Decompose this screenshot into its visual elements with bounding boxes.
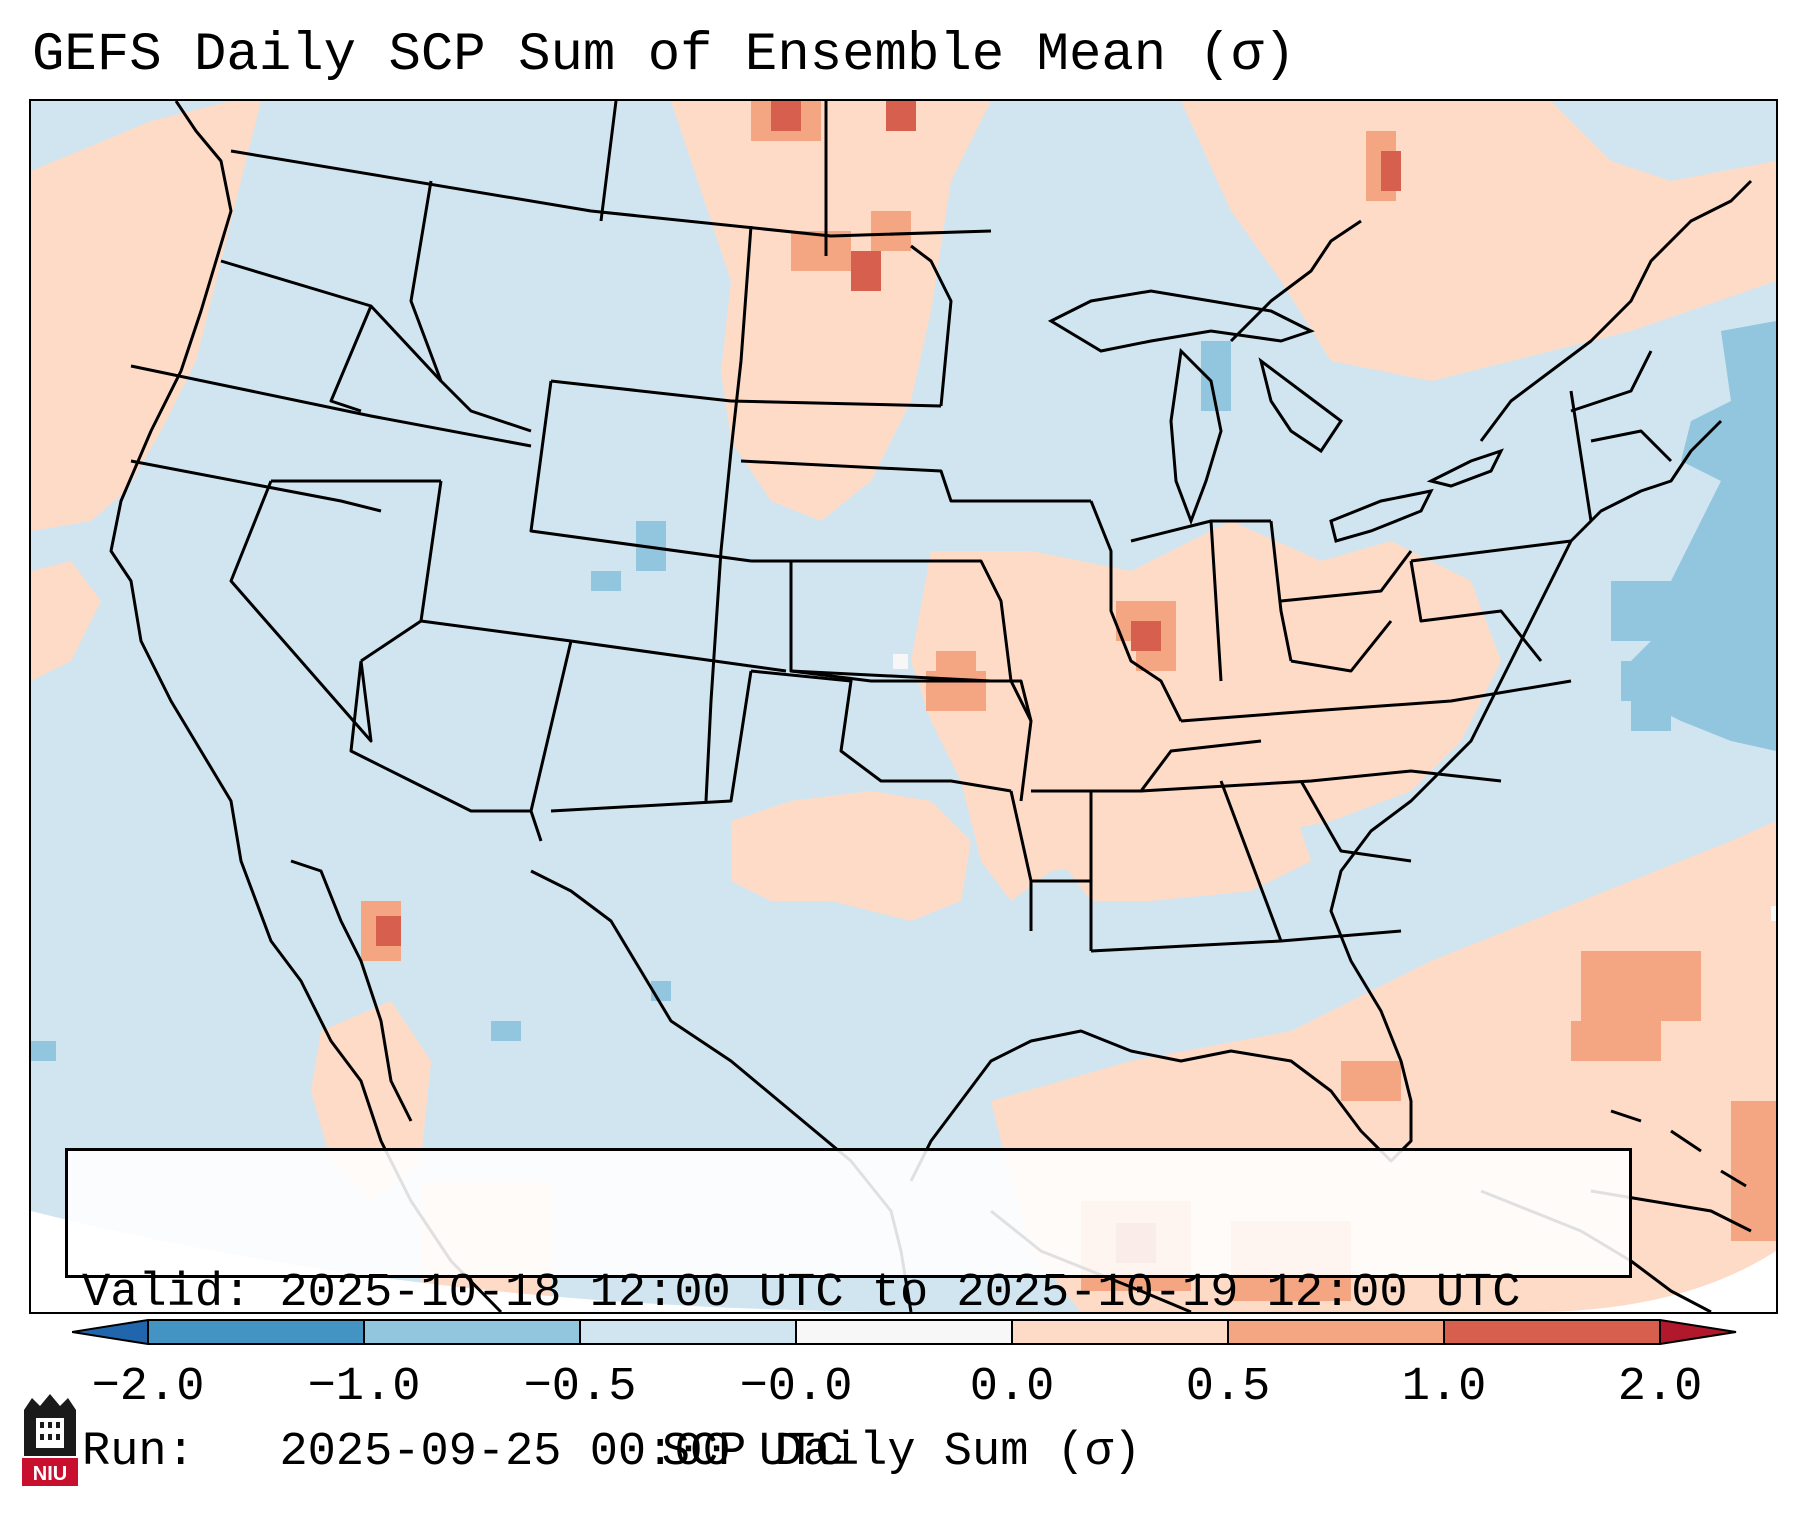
chart-title: GEFS Daily SCP Sum of Ensemble Mean (σ) — [32, 25, 1296, 86]
colorbar-bin — [580, 1320, 796, 1344]
colorbar-bin — [364, 1320, 580, 1344]
map-canvas — [31, 101, 1776, 1312]
great-lakes — [1047, 289, 1504, 543]
colorbar-tick: −2.0 — [91, 1361, 205, 1414]
valid-label: Valid: — [82, 1267, 252, 1320]
colorbar-bin — [1444, 1320, 1660, 1344]
colorbar-bin — [148, 1320, 364, 1344]
colorbar-label: SCP Daily Sum (σ) — [661, 1426, 1142, 1479]
logo-text: NIU — [33, 1463, 67, 1485]
run-line: Run: 2025-09-25 00:00 UTC — [82, 1426, 1615, 1479]
colorbar-tick: −0.0 — [739, 1361, 853, 1414]
colorbar-under-arrow — [72, 1320, 148, 1344]
colorbar-tick: 2.0 — [1617, 1361, 1703, 1414]
colorbar-bin — [796, 1320, 1012, 1344]
neutral-anomaly — [893, 654, 1776, 921]
validity-info-box: Valid: 2025-10-18 12:00 UTC to 2025-10-1… — [65, 1148, 1632, 1479]
projection-edge-right — [1531, 1251, 1776, 1312]
niu-logo-icon: NIU — [22, 1394, 78, 1486]
negative-anomaly-moderate — [31, 321, 1776, 1061]
colorbar-tick: 0.0 — [969, 1361, 1055, 1414]
colorbar-tick: 1.0 — [1401, 1361, 1487, 1414]
state-boundaries — [130, 101, 1673, 953]
colorbar-bin — [1012, 1320, 1228, 1344]
colorbar — [72, 1319, 1737, 1345]
run-time: 2025-09-25 00:00 UTC — [279, 1426, 844, 1479]
valid-range: 2025-10-18 12:00 UTC to 2025-10-19 12:00… — [279, 1267, 1521, 1320]
colorbar-tick: 0.5 — [1185, 1361, 1271, 1414]
colorbar-over-arrow — [1660, 1320, 1736, 1344]
run-label: Run: — [82, 1426, 195, 1479]
valid-line: Valid: 2025-10-18 12:00 UTC to 2025-10-1… — [82, 1267, 1615, 1320]
colorbar-tick: −1.0 — [307, 1361, 421, 1414]
projection-edge — [31, 1211, 931, 1312]
colorbar-bin — [1228, 1320, 1444, 1344]
map-panel[interactable] — [29, 99, 1778, 1314]
colorbar-tick: −0.5 — [523, 1361, 637, 1414]
